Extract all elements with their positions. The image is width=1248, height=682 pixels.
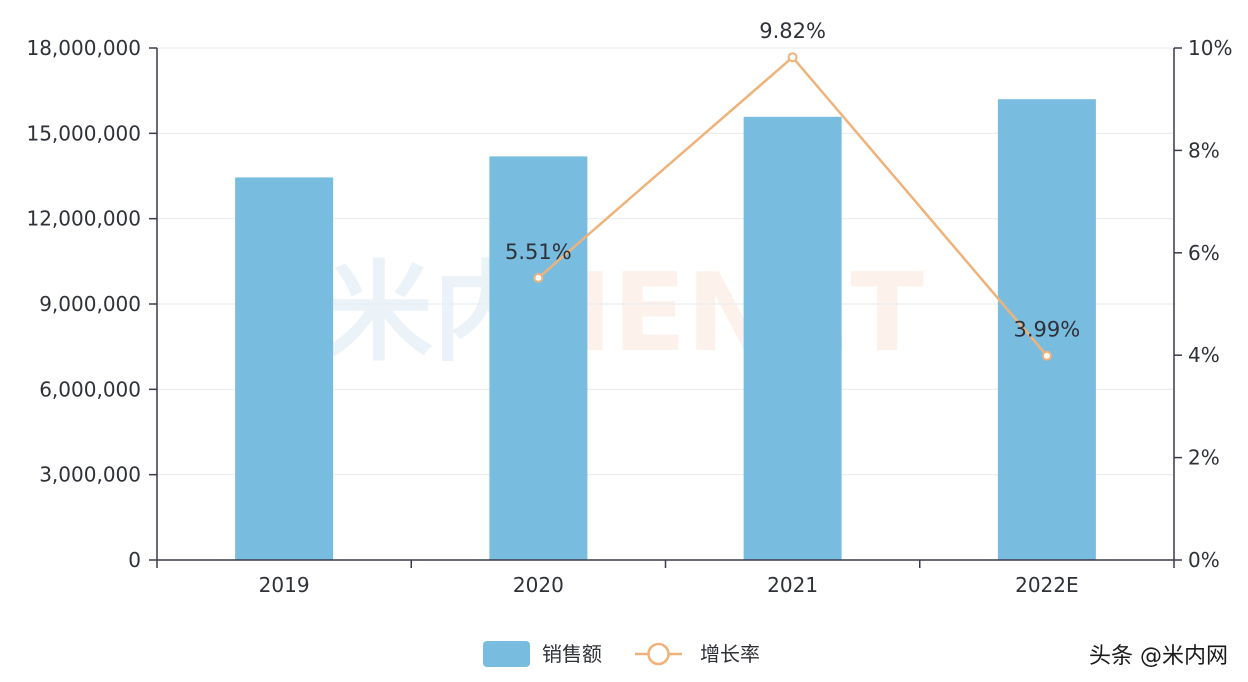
left-tick-label: 12,000,000 [26,207,141,231]
right-tick-label: 8% [1188,138,1220,162]
line-point-2020 [533,272,544,283]
watermark-text: 头条 @米内网 [1089,644,1228,669]
line-data-label-2021: 9.82% [759,19,826,43]
left-tick-label: 9,000,000 [39,292,141,316]
bar-2022E [997,99,1096,560]
line-series [533,52,1052,361]
right-tick-label: 4% [1188,343,1220,367]
legend-item-line[interactable]: 增长率 [635,642,760,666]
left-tick-label: 18,000,000 [26,36,141,60]
left-tick-label: 6,000,000 [39,377,141,401]
left-tick-label: 3,000,000 [39,463,141,487]
left-tick-label: 15,000,000 [26,121,141,145]
left-axis-ticks: 0 3,000,000 6,000,000 9,000,000 12,000,000 15… [26,36,157,572]
x-tick-label: 2019 [259,573,310,597]
right-tick-label: 2% [1188,446,1220,470]
legend-swatch-bar [483,641,530,667]
left-tick-label: 0 [128,548,141,572]
bar-2020 [489,156,588,560]
line-data-labels: 5.51% 9.82% 3.99% [505,19,1080,341]
right-tick-label: 0% [1188,548,1220,572]
bar-series [235,99,1096,560]
line-point-2022E [1041,350,1052,361]
line-data-label-2022E: 3.99% [1014,318,1081,342]
bar-2021 [743,116,842,560]
legend[interactable]: 销售额 增长率 [483,641,760,667]
bar-2019 [235,177,334,560]
line-point-2021 [787,52,798,63]
x-tick-label: 2022E [1015,573,1079,597]
line-data-label-2020: 5.51% [505,240,572,264]
right-tick-label: 10% [1188,36,1232,60]
x-tick-label: 2021 [767,573,818,597]
legend-label-line: 增长率 [700,642,760,666]
legend-swatch-marker [647,642,670,666]
x-tick-label: 2020 [513,573,564,597]
legend-label-bar: 销售额 [542,642,602,666]
right-tick-label: 6% [1188,241,1220,265]
legend-item-bar[interactable]: 销售额 [483,641,602,667]
right-axis-ticks: 0% 2% 4% 6% 8% 10% [1174,36,1232,572]
x-axis-ticks: 2019 2020 2021 2022E [156,560,1175,597]
